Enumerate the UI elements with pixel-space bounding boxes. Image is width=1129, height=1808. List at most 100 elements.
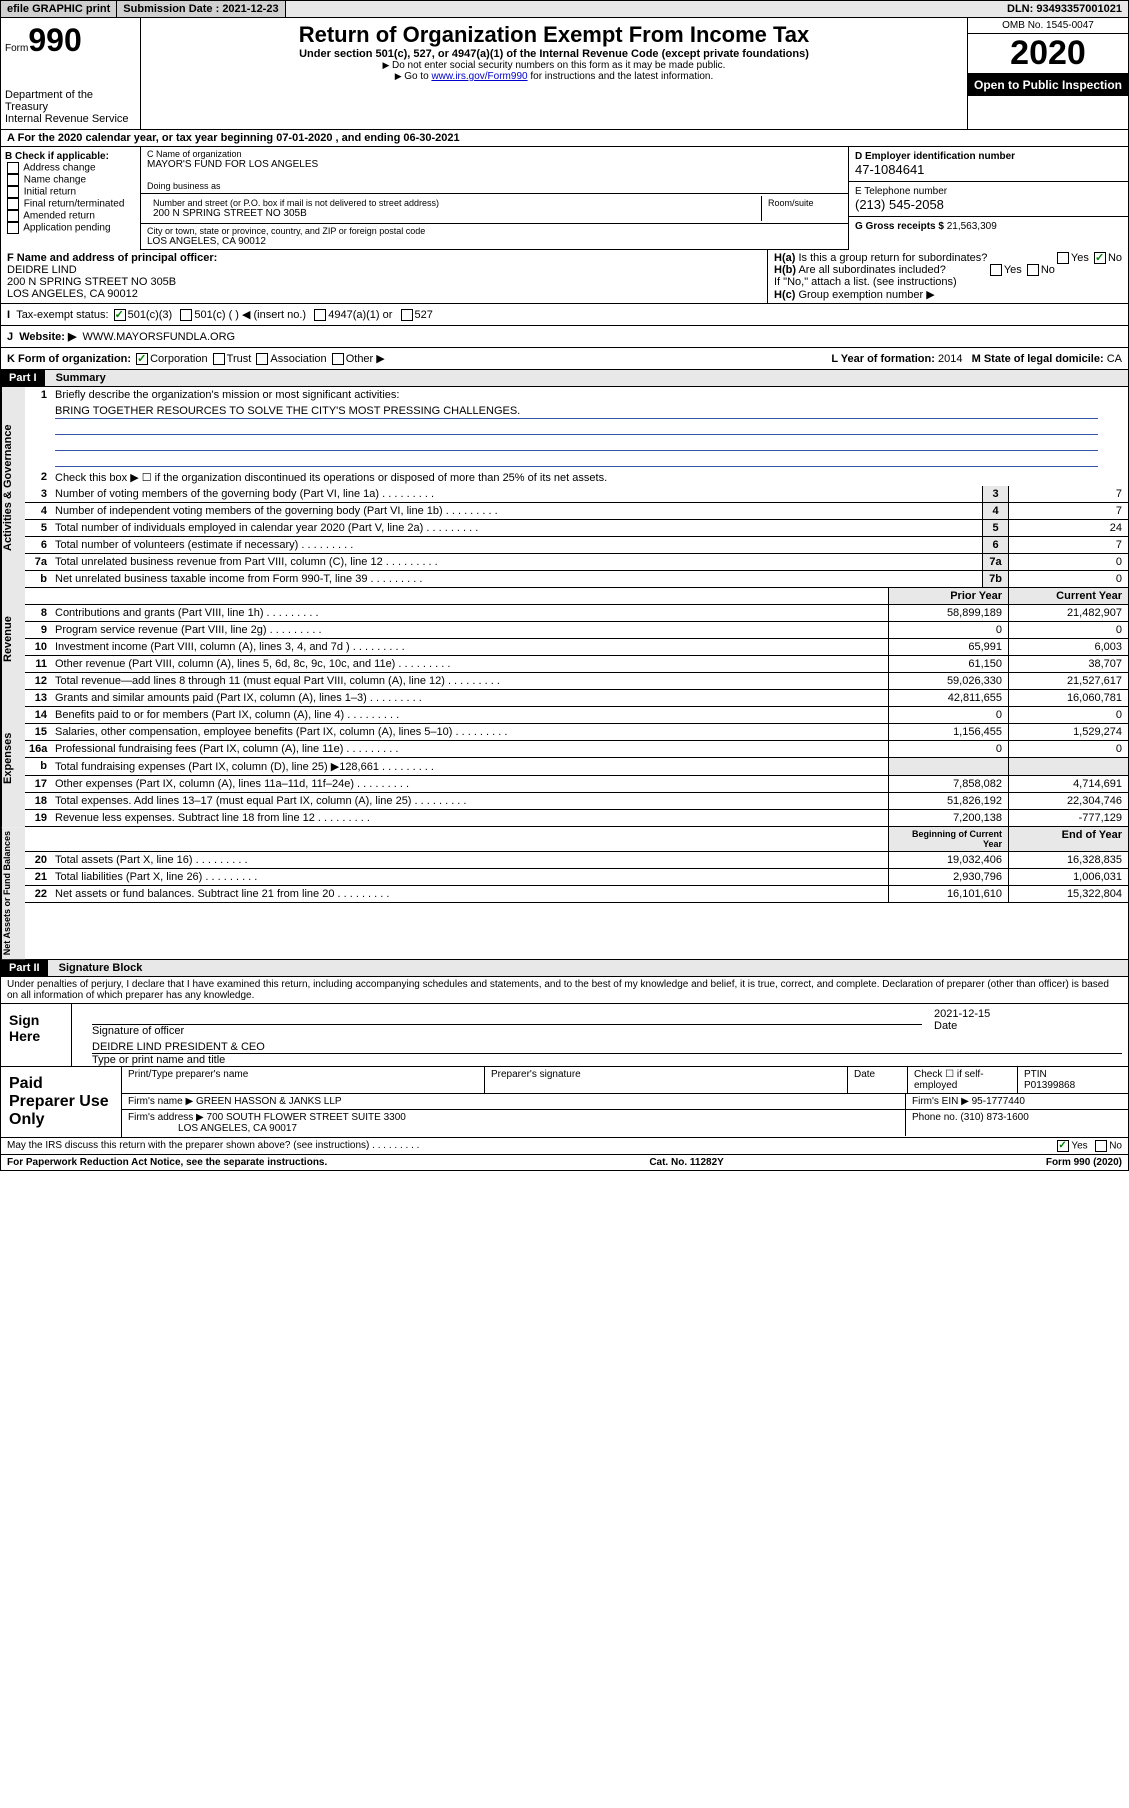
rev-section: Revenue Prior YearCurrent Year 8Contribu… xyxy=(0,588,1129,690)
firm-name: GREEN HASSON & JANKS LLP xyxy=(196,1096,342,1107)
k-label: K Form of organization: xyxy=(7,353,131,365)
sig-date: 2021-12-15 xyxy=(934,1008,1122,1020)
mission-text: BRING TOGETHER RESOURCES TO SOLVE THE CI… xyxy=(55,405,1098,419)
ha-text: Is this a group return for subordinates? xyxy=(798,252,987,264)
part-i-badge: Part I xyxy=(1,370,45,386)
box-c: C Name of organization MAYOR'S FUND FOR … xyxy=(141,147,848,250)
line-13: 13Grants and similar amounts paid (Part … xyxy=(25,690,1128,707)
sig-name-label: Type or print name and title xyxy=(92,1053,1122,1066)
ptin: P01399868 xyxy=(1024,1080,1075,1091)
part-ii-header: Part II Signature Block xyxy=(0,960,1129,977)
line-2: Check this box ▶ ☐ if the organization d… xyxy=(51,469,1128,486)
cb-amended[interactable]: Amended return xyxy=(5,210,136,222)
sig-name: DEIDRE LIND PRESIDENT & CEO xyxy=(92,1041,1122,1053)
gov-line-5: 5Total number of individuals employed in… xyxy=(25,520,1128,537)
firm-ein: 95-1777440 xyxy=(972,1096,1025,1107)
state-domicile: CA xyxy=(1107,353,1122,365)
hc-text: Group exemption number ▶ xyxy=(798,289,934,301)
tax-status-label: Tax-exempt status: xyxy=(16,309,108,321)
gross-receipts: 21,563,309 xyxy=(947,221,997,232)
form-label: Form xyxy=(5,43,28,54)
firm-label: Firm's name ▶ xyxy=(128,1096,193,1107)
sign-block: Sign Here Signature of officer 2021-12-1… xyxy=(0,1004,1129,1067)
prep-self-hdr: Check ☐ if self-employed xyxy=(908,1067,1018,1093)
line-14: 14Benefits paid to or for members (Part … xyxy=(25,707,1128,724)
box-d-e-g: D Employer identification number 47-1084… xyxy=(848,147,1128,250)
inst-1: Do not enter social security numbers on … xyxy=(145,60,963,71)
efile-button[interactable]: efile GRAPHIC print xyxy=(1,1,117,17)
cb-4947[interactable] xyxy=(314,309,326,321)
cb-discuss-yes[interactable] xyxy=(1057,1140,1069,1152)
rev-tab: Revenue xyxy=(1,588,25,690)
hdr-prior: Prior Year xyxy=(888,588,1008,604)
cb-trust[interactable] xyxy=(213,353,225,365)
form-number: 990 xyxy=(28,22,81,59)
line-1: Briefly describe the organization's miss… xyxy=(51,387,1128,403)
section-b-to-g: B Check if applicable: Address change Na… xyxy=(0,147,1129,250)
exp-tab: Expenses xyxy=(1,690,25,827)
form-subtitle: Under section 501(c), 527, or 4947(a)(1)… xyxy=(145,48,963,60)
org-name-label: C Name of organization xyxy=(147,149,842,159)
part-ii-badge: Part II xyxy=(1,960,48,976)
cb-other[interactable] xyxy=(332,353,344,365)
firm-ein-label: Firm's EIN ▶ xyxy=(912,1096,969,1107)
gov-line-4: 4Number of independent voting members of… xyxy=(25,503,1128,520)
gov-line-6: 6Total number of volunteers (estimate if… xyxy=(25,537,1128,554)
irs-link[interactable]: www.irs.gov/Form990 xyxy=(431,71,527,82)
cb-final[interactable]: Final return/terminated xyxy=(5,198,136,210)
prep-sig-hdr: Preparer's signature xyxy=(485,1067,848,1093)
line-20: 20Total assets (Part X, line 16)19,032,4… xyxy=(25,852,1128,869)
cb-527[interactable] xyxy=(401,309,413,321)
part-ii-title: Signature Block xyxy=(51,960,151,976)
sig-officer-label: Signature of officer xyxy=(92,1024,922,1037)
website-label: Website: ▶ xyxy=(19,330,76,343)
form-title: Return of Organization Exempt From Incom… xyxy=(145,22,963,48)
firm-phone-label: Phone no. xyxy=(912,1112,958,1123)
dept-treasury: Department of the Treasury xyxy=(5,89,136,113)
net-section: Net Assets or Fund Balances Beginning of… xyxy=(0,827,1129,960)
line-11: 11Other revenue (Part VIII, column (A), … xyxy=(25,656,1128,673)
irs-label: Internal Revenue Service xyxy=(5,113,136,125)
inspection-badge: Open to Public Inspection xyxy=(968,74,1128,96)
dba-label: Doing business as xyxy=(147,181,842,191)
hdr-beg: Beginning of Current Year xyxy=(888,827,1008,851)
row-j: J Website: ▶ WWW.MAYORSFUNDLA.ORG xyxy=(0,326,1129,348)
gov-section: Activities & Governance 1Briefly describ… xyxy=(0,387,1129,588)
exp-section: Expenses 13Grants and similar amounts pa… xyxy=(0,690,1129,827)
cb-501c[interactable] xyxy=(180,309,192,321)
firm-addr-label: Firm's address ▶ xyxy=(128,1112,204,1123)
cb-corp[interactable] xyxy=(136,353,148,365)
line-8: 8Contributions and grants (Part VIII, li… xyxy=(25,605,1128,622)
cb-address[interactable]: Address change xyxy=(5,162,136,174)
gov-line-3: 3Number of voting members of the governi… xyxy=(25,486,1128,503)
box-b-label: B Check if applicable: xyxy=(5,151,136,162)
city-state-zip: LOS ANGELES, CA 90012 xyxy=(147,236,842,247)
prep-date-hdr: Date xyxy=(848,1067,908,1093)
gov-line-b: bNet unrelated business taxable income f… xyxy=(25,571,1128,588)
cb-name[interactable]: Name change xyxy=(5,174,136,186)
form-ref: Form 990 (2020) xyxy=(1046,1157,1122,1168)
line-22: 22Net assets or fund balances. Subtract … xyxy=(25,886,1128,903)
gross-label: G Gross receipts $ xyxy=(855,221,944,232)
firm-addr2: LOS ANGELES, CA 90017 xyxy=(178,1123,297,1134)
row-k: K Form of organization: Corporation Trus… xyxy=(0,348,1129,370)
part-i-header: Part I Summary xyxy=(0,370,1129,387)
officer-addr2: LOS ANGELES, CA 90012 xyxy=(7,288,761,300)
cb-pending[interactable]: Application pending xyxy=(5,222,136,234)
m-label: M State of legal domicile: xyxy=(972,353,1104,365)
section-f-h: F Name and address of principal officer:… xyxy=(0,250,1129,304)
inst-2: Go to www.irs.gov/Form990 for instructio… xyxy=(145,71,963,82)
line-9: 9Program service revenue (Part VIII, lin… xyxy=(25,622,1128,639)
cb-initial[interactable]: Initial return xyxy=(5,186,136,198)
prep-name-hdr: Print/Type preparer's name xyxy=(122,1067,485,1093)
cb-discuss-no[interactable] xyxy=(1095,1140,1107,1152)
box-b: B Check if applicable: Address change Na… xyxy=(1,147,141,250)
city-label: City or town, state or province, country… xyxy=(147,226,842,236)
cb-assoc[interactable] xyxy=(256,353,268,365)
row-i: I Tax-exempt status: 501(c)(3) 501(c) ( … xyxy=(0,304,1129,326)
hdr-curr: Current Year xyxy=(1008,588,1128,604)
dln: DLN: 93493357001021 xyxy=(1001,1,1128,17)
firm-phone: (310) 873-1600 xyxy=(960,1112,1028,1123)
sign-here-label: Sign Here xyxy=(1,1004,71,1066)
cb-501c3[interactable] xyxy=(114,309,126,321)
